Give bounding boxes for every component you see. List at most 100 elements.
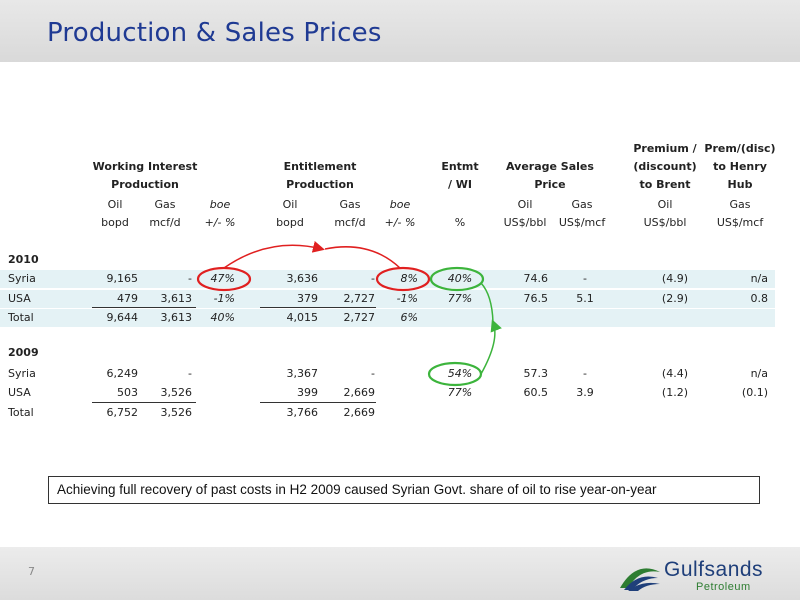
as-oil-value: 74.6	[523, 272, 549, 285]
prem-hub-value: (0.1)	[741, 386, 768, 399]
subheader-pb-oil: Oil	[657, 198, 673, 211]
wi-oil-value: 6,752	[106, 406, 139, 419]
wi-gas-value: -	[188, 367, 192, 380]
header-entmt-2: / WI	[447, 178, 473, 191]
as-oil-value: 76.5	[523, 292, 549, 305]
subheader-as-gas: Gas	[571, 198, 593, 211]
en-boe-value: -1%	[396, 292, 418, 305]
total-rule-wi-2009	[92, 402, 196, 403]
unit-ph-gas: US$/mcf	[716, 216, 764, 229]
en-gas-value: 2,727	[343, 292, 376, 305]
header-premium-1: Premium /	[633, 142, 697, 155]
wi-oil-value: 6,249	[106, 367, 139, 380]
as-oil-value: 60.5	[523, 386, 549, 399]
en-oil-value: 399	[297, 386, 318, 399]
prem-hub-value: n/a	[750, 272, 768, 285]
en-gas-value: -	[371, 367, 375, 380]
wi-boe-value: -1%	[213, 292, 235, 305]
subheader-ph-gas: Gas	[729, 198, 751, 211]
total-rule-en-2009	[260, 402, 376, 403]
en-oil-value: 3,636	[286, 272, 319, 285]
en-oil-value: 3,367	[286, 367, 319, 380]
as-gas-value: -	[583, 272, 587, 285]
header-avg-sales-1: Average Sales	[506, 160, 594, 173]
as-gas-value: 5.1	[576, 292, 594, 305]
unit-en-boe: +/- %	[384, 216, 416, 229]
footer-bar	[0, 547, 800, 600]
entmt-value: 77%	[447, 386, 473, 399]
subheader-en-gas: Gas	[339, 198, 361, 211]
unit-as-gas: US$/mcf	[558, 216, 606, 229]
subheader-en-oil: Oil	[282, 198, 298, 211]
subheader-as-oil: Oil	[517, 198, 533, 211]
subheader-wi-boe: boe	[209, 198, 231, 211]
row-label: USA	[8, 292, 31, 305]
unit-entmt: %	[454, 216, 466, 229]
unit-wi-boe: +/- %	[204, 216, 236, 229]
wi-gas-value: 3,613	[160, 311, 193, 324]
row-label: Total	[8, 311, 34, 324]
en-oil-value: 4,015	[286, 311, 319, 324]
en-oil-value: 3,766	[286, 406, 319, 419]
en-gas-value: -	[371, 272, 375, 285]
prem-brent-value: (2.9)	[661, 292, 688, 305]
row-band-usa-2010	[0, 290, 775, 308]
wi-boe-value: 47%	[210, 272, 235, 285]
wi-gas-value: 3,526	[160, 386, 193, 399]
header-avg-sales-2: Price	[534, 178, 566, 191]
total-rule-wi-2010	[92, 307, 196, 308]
en-gas-value: 2,727	[343, 311, 376, 324]
en-gas-value: 2,669	[343, 386, 376, 399]
prem-hub-value: 0.8	[750, 292, 769, 305]
header-premium-2: (discount)	[633, 160, 697, 173]
highlight-entmt-syria-2010	[429, 266, 485, 292]
highlight-entmt-syria-2009	[427, 361, 483, 387]
unit-en-oil: bopd	[276, 216, 304, 229]
logo-sub: Petroleum	[696, 581, 751, 593]
row-label: Total	[8, 406, 34, 419]
entmt-value: 77%	[447, 292, 473, 305]
subheader-wi-gas: Gas	[154, 198, 176, 211]
header-working-interest-2: Production	[111, 178, 179, 191]
arrow-red-curve	[223, 240, 325, 269]
year-label-2010: 2010	[8, 253, 39, 266]
en-gas-value: 2,669	[343, 406, 376, 419]
highlight-wi-boe-syria-2010	[196, 266, 252, 292]
prem-hub-value: n/a	[750, 367, 768, 380]
total-rule-en-2010	[260, 307, 376, 308]
header-working-interest-1: Working Interest	[92, 160, 198, 173]
page-title: Production & Sales Prices	[47, 18, 382, 48]
arrow-red-tail	[324, 246, 401, 269]
logo-swoosh-icon	[620, 568, 660, 591]
wi-oil-value: 9,165	[106, 272, 139, 285]
header-premium-3: to Brent	[639, 178, 691, 191]
logo-name: Gulfsands	[664, 558, 764, 581]
header-prem-disc-1: Prem/(disc)	[704, 142, 776, 155]
en-oil-value: 379	[297, 292, 318, 305]
row-label: Syria	[8, 272, 36, 285]
unit-as-oil: US$/bbl	[503, 216, 547, 229]
unit-pb-oil: US$/bbl	[643, 216, 687, 229]
note-text: Achieving full recovery of past costs in…	[57, 482, 657, 497]
unit-wi-oil: bopd	[101, 216, 129, 229]
wi-oil-value: 503	[117, 386, 138, 399]
prem-brent-value: (4.9)	[661, 272, 688, 285]
as-gas-value: 3.9	[576, 386, 594, 399]
note-box: Achieving full recovery of past costs in…	[48, 476, 760, 504]
unit-wi-gas: mcf/d	[149, 216, 181, 229]
subheader-en-boe: boe	[389, 198, 411, 211]
gulfsands-logo: Gulfsands Petroleum	[618, 556, 778, 596]
entmt-value: 54%	[447, 367, 473, 380]
en-boe-value: 6%	[400, 311, 418, 324]
unit-en-gas: mcf/d	[334, 216, 366, 229]
header-entitlement-2: Production	[286, 178, 354, 191]
wi-gas-value: 3,526	[160, 406, 193, 419]
wi-boe-value: 40%	[210, 311, 235, 324]
year-label-2009: 2009	[8, 346, 39, 359]
en-boe-value: 8%	[400, 272, 418, 285]
header-entmt-1: Entmt	[441, 160, 479, 173]
page-number: 7	[28, 565, 35, 578]
row-label: Syria	[8, 367, 36, 380]
as-oil-value: 57.3	[523, 367, 549, 380]
